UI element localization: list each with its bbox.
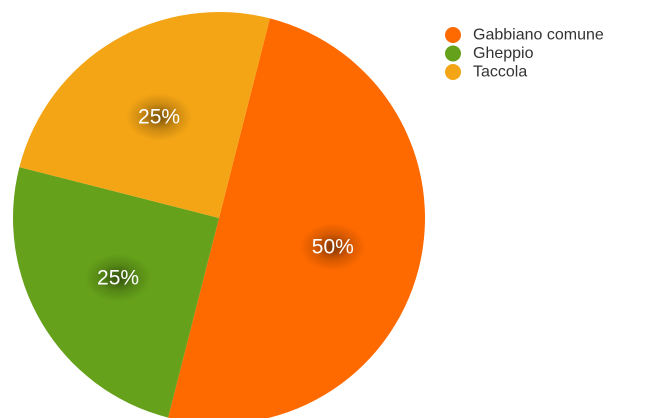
legend-label: Gabbiano comune — [473, 27, 604, 44]
data-label-shadow — [299, 223, 366, 272]
data-label-shadow — [85, 253, 152, 302]
legend-item-gabbiano-comune[interactable]: Gabbiano comune — [445, 27, 604, 44]
legend-swatch — [445, 27, 461, 43]
pie-slice-gabbiano-comune[interactable] — [168, 18, 425, 418]
legend-swatch — [445, 45, 461, 62]
pie-slices — [13, 11, 425, 418]
pie-data-label-gabbiano-comune: 50% — [312, 236, 354, 259]
pie-data-label-taccola: 25% — [138, 106, 180, 129]
data-label-shadow — [126, 93, 193, 142]
pie-data-labels: 50% 25% 25% — [85, 93, 366, 302]
legend-label: Taccola — [473, 64, 527, 81]
legend-item-gheppio[interactable]: Gheppio — [445, 45, 534, 62]
legend-item-taccola[interactable]: Taccola — [445, 64, 527, 81]
legend-label: Gheppio — [473, 45, 534, 62]
legend-swatch — [445, 64, 461, 80]
pie-data-label-gheppio: 25% — [97, 266, 139, 289]
